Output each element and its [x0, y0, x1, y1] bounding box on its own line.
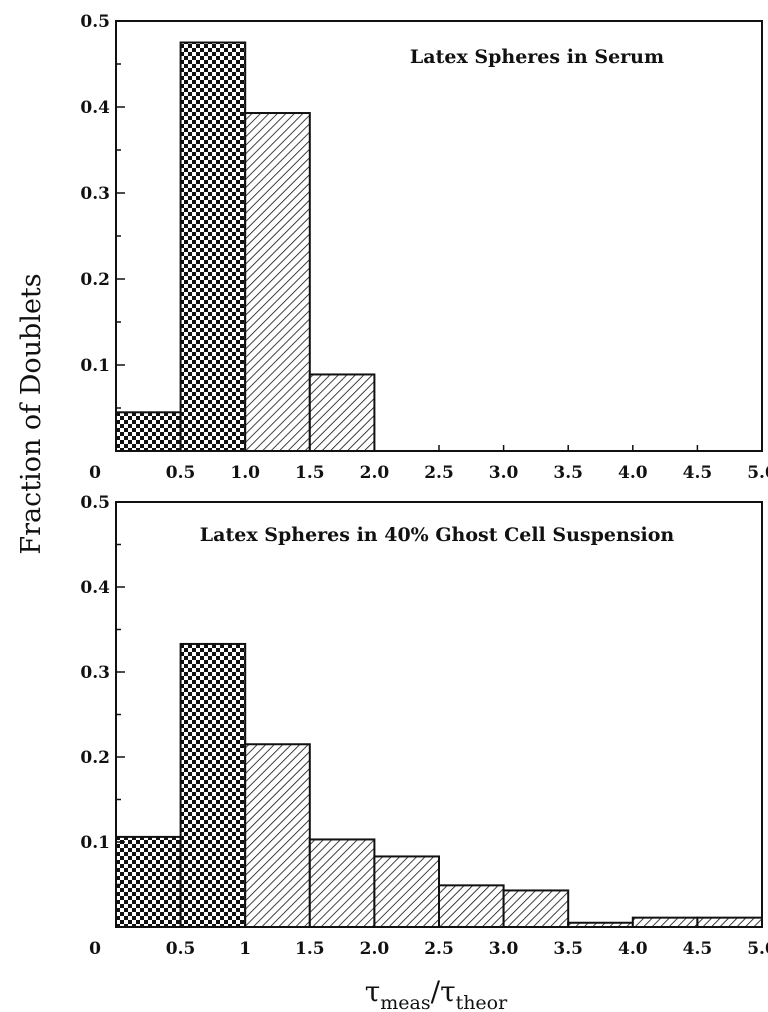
- panel-title: Latex Spheres in Serum: [410, 46, 664, 68]
- y-tick-label: 0.3: [80, 663, 110, 683]
- origin-tick-label: 0: [89, 939, 101, 959]
- x-tick-label: 4.0: [618, 939, 648, 959]
- y-tick-label: 0.5: [80, 493, 110, 513]
- histogram-bar-2: [179, 642, 247, 928]
- x-tick-label: 5.0: [747, 463, 768, 483]
- bottom-panel: 0.1 0.2 0.3 0.4 0.5 0 0.5 1 1.5 2.0 2.5 3.0 3.5 4.0 4.…: [80, 493, 768, 959]
- top-panel: 0.1 0.2 0.3 0.4 0.5 0 0.5 1.0 1.5 2.0 2.5 3.0 3.5 4.0…: [80, 12, 768, 483]
- x-axis-label: τmeas/τtheor: [365, 975, 508, 1012]
- x-tick-label: 2.5: [424, 939, 454, 959]
- histogram-bar-5: [373, 855, 440, 929]
- x-tick-label: 0.5: [166, 939, 196, 959]
- y-tick-label: 0.2: [80, 748, 110, 768]
- x-tick-label: 4.5: [683, 939, 713, 959]
- x-tick-label: 4.5: [683, 463, 713, 483]
- x-tick-label: 3.0: [489, 463, 519, 483]
- x-tick-label: 1: [239, 939, 251, 959]
- histogram-bar-1: [115, 411, 182, 452]
- y-tick-label: 0.5: [80, 12, 110, 32]
- x-tick-label: 3.5: [553, 939, 583, 959]
- x-axis-label-meas: meas: [380, 992, 430, 1012]
- x-tick-label: 1.5: [295, 939, 325, 959]
- y-axis-label: Fraction of Doublets: [16, 273, 47, 554]
- histogram-bar-7: [502, 889, 570, 929]
- x-axis-label-tau: τ: [365, 975, 381, 1008]
- x-axis-label-theor: theor: [456, 992, 509, 1012]
- x-tick-label: 3.0: [489, 939, 519, 959]
- x-tick-label: 0.5: [166, 463, 196, 483]
- x-tick-label: 2.5: [424, 463, 454, 483]
- x-tick-label: 2.0: [360, 939, 390, 959]
- histogram-bar-1: [115, 835, 182, 929]
- histogram-bar-3: [244, 743, 311, 928]
- y-tick-label: 0.4: [80, 578, 110, 598]
- x-tick-label: 1.5: [295, 463, 325, 483]
- x-tick-label: 2.0: [360, 463, 390, 483]
- y-tick-label: 0.1: [80, 833, 110, 853]
- histogram-bar-10: [696, 916, 764, 929]
- histogram-bar-4: [308, 373, 376, 452]
- panel-title: Latex Spheres in 40% Ghost Cell Suspensi…: [200, 524, 675, 546]
- x-tick-label: 3.5: [553, 463, 583, 483]
- histogram-bar-6: [438, 884, 505, 928]
- x-tick-label: 5.0: [747, 939, 768, 959]
- histogram-bar-4: [308, 838, 376, 929]
- y-tick-label: 0.3: [80, 184, 110, 204]
- x-tick-label: 1.0: [230, 463, 260, 483]
- origin-tick-label: 0: [89, 463, 101, 483]
- y-tick-label: 0.1: [80, 356, 110, 376]
- y-tick-label: 0.2: [80, 270, 110, 290]
- histogram-bar-3: [244, 112, 311, 453]
- histogram-bar-2: [179, 41, 247, 452]
- x-axis-label-slash: /: [431, 975, 441, 1008]
- y-tick-label: 0.4: [80, 98, 110, 118]
- x-axis-label-tau2: τ: [440, 975, 456, 1008]
- x-tick-label: 4.0: [618, 463, 648, 483]
- histogram-bar-9: [631, 916, 699, 929]
